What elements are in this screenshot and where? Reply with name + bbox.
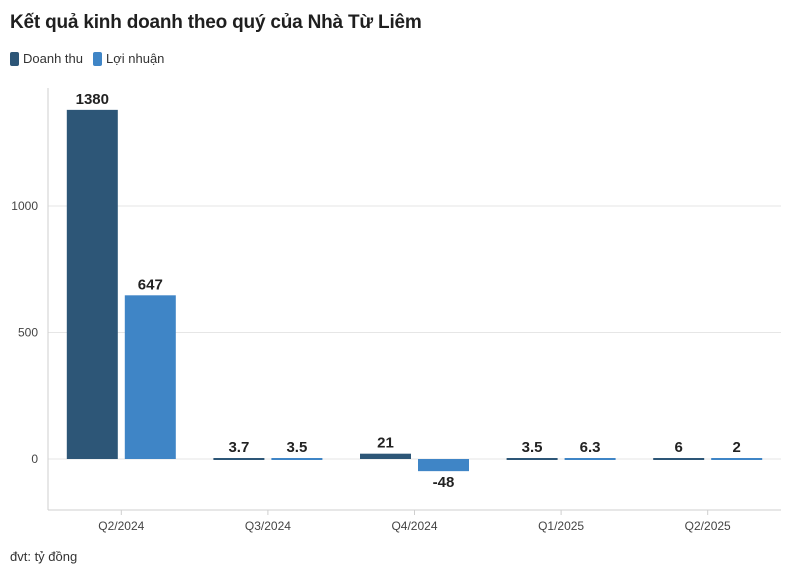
unit-note: đvt: tỷ đồng: [10, 549, 78, 564]
data-label-revenue-3: 3.5: [522, 439, 543, 456]
x-tick-label-3: Q1/2025: [538, 519, 584, 533]
legend-item-revenue: Doanh thu: [10, 51, 83, 66]
bar-revenue-2: [360, 453, 411, 459]
bar-revenue-3: [506, 458, 558, 460]
data-label-revenue-4: 6: [675, 439, 683, 456]
data-label-profit-3: 6.3: [580, 439, 601, 456]
legend-item-profit: Lợi nhuận: [93, 51, 164, 66]
data-label-profit-0: 647: [138, 276, 163, 293]
x-tick-label-1: Q3/2024: [245, 519, 291, 533]
data-label-revenue-0: 1380: [76, 91, 109, 108]
legend-label-profit: Lợi nhuận: [106, 51, 165, 66]
data-label-profit-2: -48: [433, 474, 455, 491]
legend-swatch-revenue: [10, 51, 19, 66]
bar-profit-2: [418, 459, 469, 472]
legend-swatch-profit: [93, 51, 102, 66]
bar-profit-1: [271, 458, 323, 460]
bar-revenue-1: [213, 458, 265, 460]
data-label-revenue-2: 21: [377, 435, 394, 452]
bar-profit-4: [711, 458, 763, 460]
bar-revenue-0: [66, 109, 118, 460]
x-tick-label-4: Q2/2025: [685, 519, 731, 533]
y-tick-label-500: 500: [18, 326, 38, 340]
y-tick-label-1000: 1000: [11, 199, 38, 213]
y-tick-label-0: 0: [31, 452, 38, 466]
bar-profit-3: [564, 458, 616, 460]
chart-title: Kết quả kinh doanh theo quý của Nhà Từ L…: [10, 12, 422, 33]
data-label-profit-4: 2: [733, 439, 741, 456]
bar-profit-0: [124, 295, 176, 459]
data-label-revenue-1: 3.7: [228, 439, 249, 456]
bar-revenue-4: [653, 458, 705, 460]
data-label-profit-1: 3.5: [286, 439, 307, 456]
x-tick-label-0: Q2/2024: [98, 519, 144, 533]
legend-label-revenue: Doanh thu: [23, 51, 83, 66]
legend: Doanh thu Lợi nhuận: [10, 51, 164, 66]
x-tick-label-2: Q4/2024: [391, 519, 437, 533]
